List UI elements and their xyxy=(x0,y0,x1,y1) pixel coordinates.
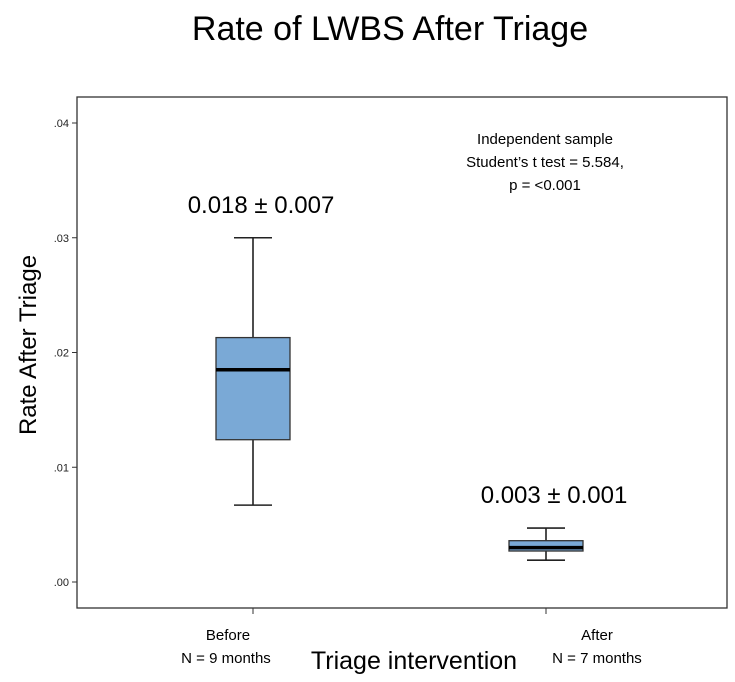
y-tick-label: .03 xyxy=(54,233,69,245)
sample-size-label: N = 7 months xyxy=(552,650,642,667)
box-group-before: 0.018 ± 0.007 xyxy=(188,192,335,506)
sample-size-label: N = 9 months xyxy=(181,650,271,667)
annotation-line: Independent sample xyxy=(477,131,613,148)
chart-title: Rate of LWBS After Triage xyxy=(192,10,588,48)
x-axis: Before N = 9 months After N = 7 months xyxy=(181,608,642,667)
iqr-box xyxy=(215,336,291,441)
summary-label: 0.018 ± 0.007 xyxy=(188,192,335,219)
y-tick-label: .04 xyxy=(54,118,69,130)
plot-area-frame xyxy=(76,96,728,609)
summary-label: 0.003 ± 0.001 xyxy=(481,482,628,509)
x-axis-label: Triage intervention xyxy=(311,647,517,675)
box-series: 0.018 ± 0.007 0.003 ± 0.001 xyxy=(188,192,628,561)
y-tick-label: .00 xyxy=(54,577,69,589)
annotation-line: p = <0.001 xyxy=(509,177,581,194)
annotation-line: Student’s t test = 5.584, xyxy=(466,154,624,171)
y-axis-label: Rate After Triage xyxy=(15,255,42,435)
y-tick-label: .01 xyxy=(54,462,69,474)
y-tick-label: .02 xyxy=(54,348,69,360)
x-tick-label: After xyxy=(581,627,613,644)
x-tick-label: Before xyxy=(206,627,250,644)
box-group-after: 0.003 ± 0.001 xyxy=(481,482,628,561)
y-axis: .00 .01 .02 .03 .04 xyxy=(54,118,77,589)
t-test-annotation: Independent sample Student’s t test = 5.5… xyxy=(466,131,624,194)
